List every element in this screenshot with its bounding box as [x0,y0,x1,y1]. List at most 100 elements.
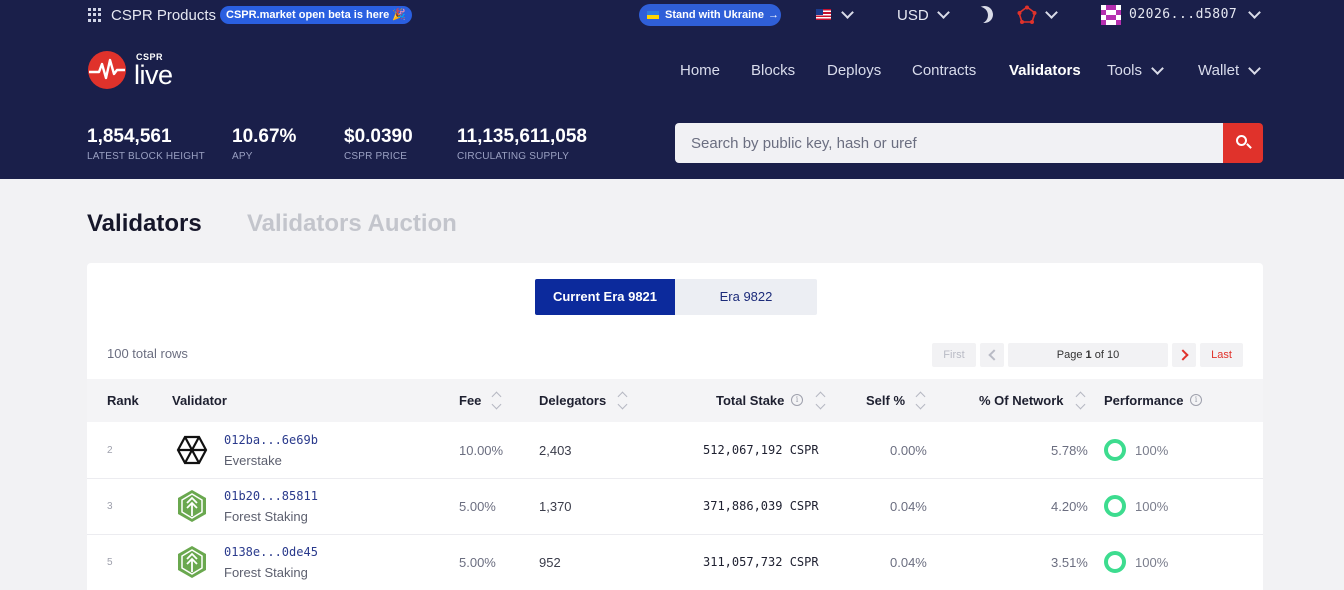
info-icon[interactable]: i [1190,394,1202,406]
logo-text-small: CSPR [136,52,164,62]
row-total-stake: 512,067,192 CSPR [703,443,819,457]
ukraine-button[interactable]: Stand with Ukraine → [639,4,781,26]
stat-block-height-label: LATEST BLOCK HEIGHT [87,151,205,162]
flag-ua-icon [647,11,659,19]
sort-icon[interactable] [490,390,502,412]
chevron-down-icon[interactable] [1248,6,1261,19]
row-delegators: 2,403 [539,443,572,458]
total-rows: 100 total rows [107,346,188,361]
row-delegators: 952 [539,555,561,570]
ukraine-label: Stand with Ukraine [665,9,765,21]
row-delegators: 1,370 [539,499,572,514]
nav-deploys[interactable]: Deploys [827,62,882,79]
search-button[interactable] [1223,123,1263,163]
header-network[interactable]: % Of Network [979,393,1064,408]
pagination-next-button[interactable] [1172,343,1196,367]
chevron-down-icon[interactable] [1045,6,1058,19]
row-fee: 10.00% [459,443,504,458]
forest-staking-icon [178,490,206,522]
table-header [87,379,1263,422]
grid-icon[interactable] [88,8,102,22]
logo-text-big: live [134,60,173,90]
validator-hash-link[interactable]: 01b20...85811 [224,489,318,503]
performance-ring-icon [1104,551,1126,573]
row-performance: 100% [1135,555,1169,570]
flag-us-icon[interactable] [816,9,831,20]
nav-wallet[interactable]: Wallet [1198,62,1240,79]
row-performance: 100% [1135,443,1169,458]
stat-price-label: CSPR PRICE [344,151,408,162]
chevron-down-icon[interactable] [1248,62,1261,75]
row-fee: 5.00% [459,499,496,514]
top-bar: CSPR Products CSPR.market open beta is h… [0,0,1344,32]
validator-hash-link[interactable]: 0138e...0de45 [224,545,318,559]
site-header: CSPR Products CSPR.market open beta is h… [0,0,1344,179]
stat-apy-label: APY [232,151,253,162]
stat-apy-value: 10.67% [232,126,297,147]
chevron-down-icon[interactable] [841,6,854,19]
arrow-right-icon: → [768,9,780,21]
row-self: 0.04% [890,499,927,514]
row-total-stake: 371,886,039 CSPR [703,499,819,513]
pagination-last-button[interactable]: Last [1200,343,1243,367]
nav-validators[interactable]: Validators [1009,62,1081,79]
row-fee: 5.00% [459,555,496,570]
validators-card [87,263,1263,590]
validator-name[interactable]: Everstake [224,453,282,468]
validator-name[interactable]: Forest Staking [224,565,308,580]
sort-icon[interactable] [914,390,926,412]
stat-block-height-value: 1,854,561 [87,126,172,147]
header-rank: Rank [107,393,139,408]
network-icon[interactable] [1017,5,1037,25]
nav-home[interactable]: Home [680,62,721,79]
row-total-stake: 311,057,732 CSPR [703,555,819,569]
pagination-info: Page 1 of 10 [1008,343,1168,367]
currency-selector[interactable]: USD [897,7,929,24]
tab-validators[interactable]: Validators [87,210,202,237]
tab-validators-auction[interactable]: Validators Auction [247,210,457,237]
chevron-down-icon[interactable] [937,6,950,19]
header-self[interactable]: Self % [866,393,906,408]
header-fee[interactable]: Fee [459,393,482,408]
forest-staking-icon [178,546,206,578]
pagination-first-button[interactable]: First [932,343,976,367]
validator-hash-link[interactable]: 012ba...6e69b [224,433,318,447]
nav-blocks[interactable]: Blocks [751,62,796,79]
chevron-down-icon[interactable] [1151,62,1164,75]
row-divider [87,534,1263,535]
validator-name[interactable]: Forest Staking [224,509,308,524]
stat-price-value: $0.0390 [344,126,413,147]
avatar-icon[interactable] [1101,5,1121,25]
everstake-icon [176,435,208,465]
account-address[interactable]: 02026...d5807 [1129,7,1238,22]
info-icon[interactable]: i [791,394,803,406]
cspr-logo-icon[interactable] [87,50,127,90]
sort-icon[interactable] [1074,390,1086,412]
search-input[interactable] [675,123,1223,163]
era-current-toggle[interactable]: Current Era 9821 [535,279,675,315]
header-total-stake[interactable]: Total Stake [716,393,785,408]
header-validator: Validator [172,393,227,408]
row-rank: 3 [107,501,113,512]
performance-ring-icon [1104,495,1126,517]
row-performance: 100% [1135,499,1169,514]
sort-icon[interactable] [616,390,628,412]
row-self: 0.00% [890,443,927,458]
row-rank: 5 [107,557,113,568]
stat-supply-label: CIRCULATING SUPPLY [457,151,570,162]
search-icon [1236,135,1247,146]
era-next-toggle[interactable]: Era 9822 [675,279,817,315]
nav-tools[interactable]: Tools [1107,62,1143,79]
performance-ring-icon [1104,439,1126,461]
row-divider [87,478,1263,479]
products-menu[interactable]: CSPR Products [111,7,217,24]
moon-icon[interactable] [974,4,996,26]
pagination-prev-button[interactable] [980,343,1004,367]
beta-badge[interactable]: CSPR.market open beta is here 🎉 [220,6,412,24]
header-delegators[interactable]: Delegators [539,393,607,408]
header-performance: Performance [1104,393,1184,408]
nav-contracts[interactable]: Contracts [912,62,977,79]
sort-icon[interactable] [814,390,826,412]
row-network: 4.20% [1051,499,1088,514]
row-network: 3.51% [1051,555,1088,570]
